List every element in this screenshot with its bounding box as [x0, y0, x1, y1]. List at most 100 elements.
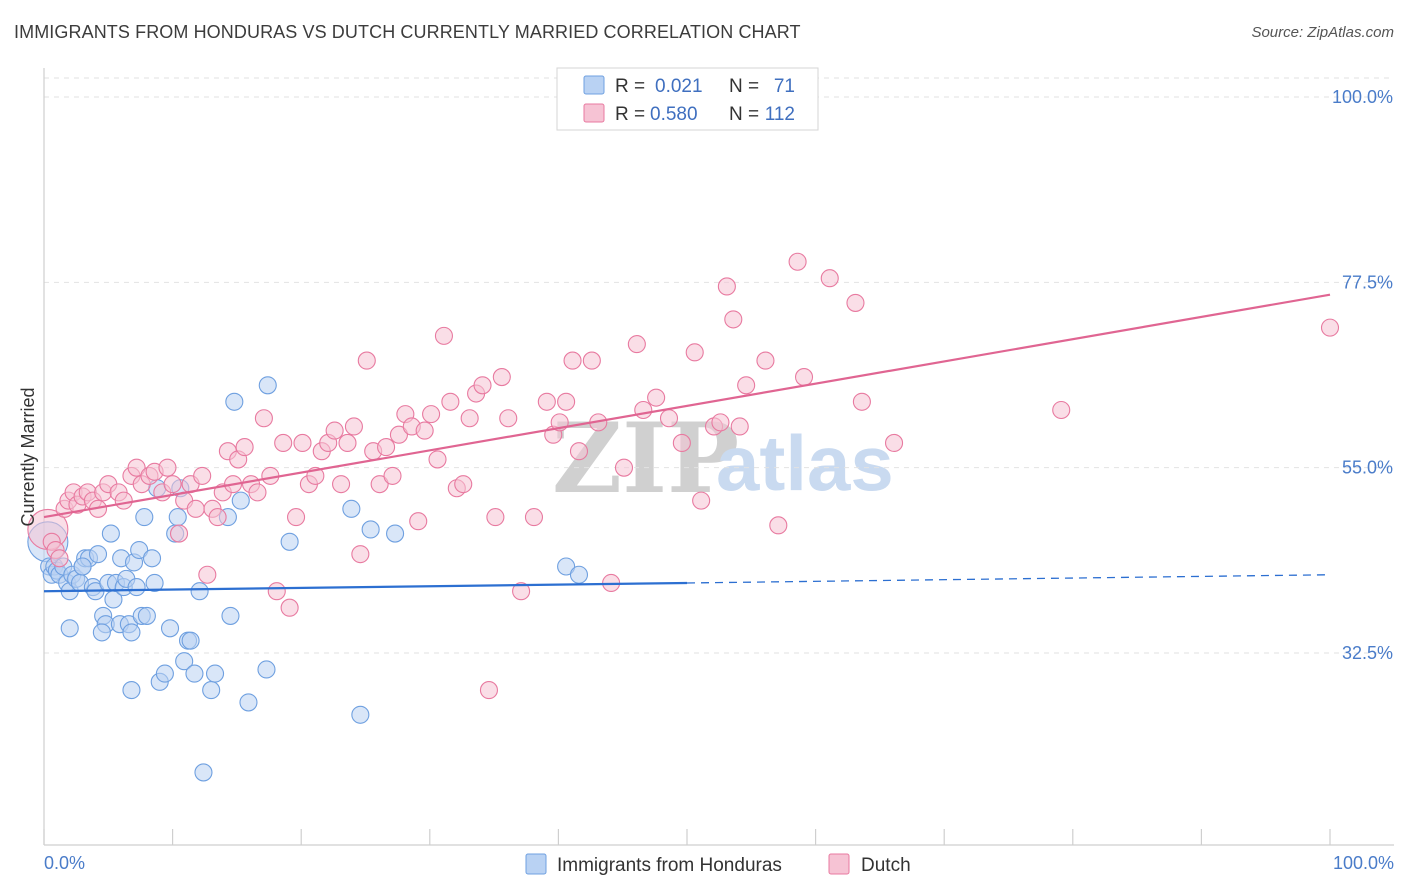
dutch-point: [512, 582, 531, 601]
dutch-point: [454, 475, 473, 494]
honduras-point: [557, 557, 576, 576]
honduras-point: [351, 705, 370, 724]
honduras-point: [60, 619, 79, 638]
dutch-point: [208, 508, 227, 527]
dutch-point: [537, 392, 556, 411]
honduras-point: [361, 520, 380, 539]
y-tick-label: 100.0%: [1332, 87, 1393, 107]
y-tick-labels: 32.5% 55.0% 77.5% 100.0%: [1332, 87, 1393, 663]
honduras-point: [194, 763, 213, 782]
honduras-point: [185, 664, 204, 683]
dutch-point: [186, 499, 205, 518]
y-axis-label: Currently Married: [18, 387, 38, 526]
honduras-point: [160, 619, 180, 638]
dutch-point: [685, 343, 704, 362]
legend-n-label-1: N =: [729, 104, 759, 125]
legend-n-label-0: N =: [729, 76, 759, 97]
legend-swatch-blue: [583, 75, 605, 95]
bottom-legend-swatch-blue: [525, 853, 547, 875]
honduras-point: [130, 540, 149, 560]
honduras-point: [202, 681, 221, 700]
gridlines: [44, 77, 1394, 654]
dutch-point: [692, 491, 711, 510]
dutch-point: [287, 508, 306, 527]
y-tick-label: 55.0%: [1342, 458, 1393, 478]
dutch-point: [351, 545, 370, 564]
dutch-point: [193, 466, 212, 485]
dutch-point: [254, 409, 273, 428]
trend-lines: [43, 293, 1331, 593]
watermark-atlas: atlas: [716, 419, 894, 507]
dutch-point: [163, 475, 182, 494]
dutch-point: [614, 458, 634, 477]
honduras-trend-extension: [686, 574, 1331, 584]
legend-r-value-1: 0.580: [650, 104, 698, 125]
dutch-point: [737, 376, 756, 395]
legend-box: R = 0.021 N = 71 R = 0.580 N = 112: [556, 67, 819, 131]
honduras-trend-line: [43, 581, 688, 593]
dutch-point: [884, 433, 904, 453]
dutch-point: [524, 508, 544, 527]
dutch-point: [409, 512, 428, 531]
dutch-trend-line: [43, 293, 1331, 519]
dutch-point: [846, 293, 865, 312]
dutch-point: [338, 433, 357, 453]
dutch-point: [486, 508, 505, 527]
honduras-point: [155, 664, 174, 683]
honduras-point: [231, 491, 250, 510]
dutch-point: [422, 405, 441, 424]
dutch-point: [344, 417, 363, 436]
dutch-point: [158, 458, 177, 477]
y-tick-label: 32.5%: [1342, 643, 1393, 663]
honduras-point: [122, 623, 141, 642]
dutch-point: [794, 368, 814, 387]
legend-r-value-0: 0.021: [655, 76, 703, 97]
x-tick-label-min: 0.0%: [44, 853, 85, 873]
dutch-point: [280, 598, 299, 617]
dutch-point: [724, 310, 743, 329]
dutch-point: [127, 458, 146, 477]
honduras-point: [175, 652, 194, 671]
legend-swatch-pink: [583, 103, 605, 123]
dutch-point: [473, 376, 492, 395]
dutch-point: [357, 351, 376, 370]
honduras-point: [137, 606, 156, 625]
dutch-point: [659, 409, 679, 428]
honduras-point: [145, 573, 164, 593]
dutch-point: [756, 351, 775, 370]
dutch-point: [389, 425, 408, 444]
honduras-point: [73, 557, 92, 576]
dutch-point: [293, 433, 312, 453]
honduras-point: [342, 499, 361, 518]
dutch-point: [169, 524, 189, 543]
dutch-point: [569, 442, 589, 461]
dutch-point: [441, 392, 460, 411]
honduras-point: [221, 606, 240, 625]
x-ticks: [43, 829, 1331, 845]
legend-r-label-1: R =: [615, 104, 645, 125]
honduras-point: [127, 578, 146, 597]
dutch-point: [332, 475, 351, 494]
dutch-point: [1320, 318, 1340, 337]
dutch-point: [852, 392, 871, 411]
dutch-point: [428, 450, 447, 469]
legend-n-value-0: 71: [774, 76, 795, 97]
honduras-point: [101, 524, 120, 543]
bottom-legend-swatch-pink: [828, 853, 850, 875]
dutch-point: [557, 392, 576, 411]
honduras-point: [225, 392, 244, 411]
dutch-point: [248, 483, 267, 502]
dutch-point: [730, 417, 749, 436]
dutch-point: [499, 409, 518, 428]
dutch-point: [769, 516, 788, 535]
honduras-point: [168, 508, 187, 527]
honduras-point: [88, 545, 108, 564]
source-label: Source: ZipAtlas.com: [1251, 24, 1394, 41]
dutch-point: [267, 582, 286, 601]
dutch-point: [711, 413, 730, 432]
dutch-point: [235, 438, 254, 457]
bottom-legend-label-dutch: Dutch: [861, 855, 911, 876]
y-tick-label: 77.5%: [1342, 272, 1393, 292]
dutch-point: [370, 475, 389, 494]
